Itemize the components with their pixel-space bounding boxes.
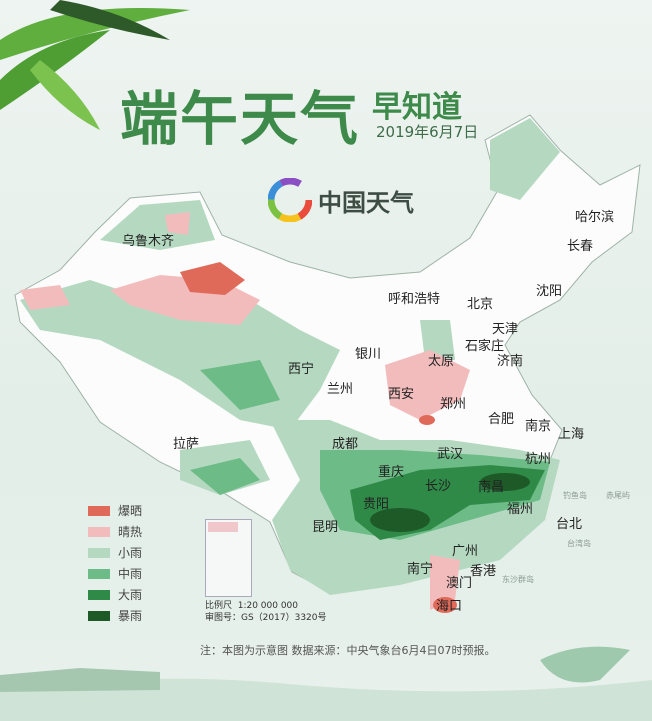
city-label: 哈尔滨 (575, 210, 615, 225)
island-label: 东沙群岛 (502, 575, 534, 584)
island-label: 钓鱼岛 (563, 491, 587, 500)
city-label: 广州 (452, 544, 479, 559)
city-label: 长春 (567, 239, 594, 254)
city-label: 南昌 (478, 480, 505, 495)
legend-swatch (88, 610, 110, 621)
city-label: 西宁 (288, 362, 315, 377)
city-label: 福州 (507, 502, 534, 517)
city-label: 贵阳 (363, 497, 390, 512)
page-title: 端午天气 (120, 85, 361, 153)
inset-land (208, 522, 238, 532)
city-label: 银川 (355, 347, 382, 362)
legend-label: 小雨 (118, 546, 143, 560)
city-label: 合肥 (488, 412, 515, 427)
legend-swatch (88, 589, 110, 600)
city-label: 重庆 (378, 465, 405, 480)
legend-label: 暴雨 (118, 609, 143, 623)
city-label: 拉萨 (173, 437, 200, 452)
scale-ratio: 比例尺 1:20 000 000 (205, 601, 299, 611)
legend-item-rainstorm: 暴雨 (88, 605, 166, 626)
city-label: 武汉 (437, 447, 464, 462)
south-china-sea-inset-map (205, 519, 252, 597)
city-label: 海口 (436, 599, 463, 614)
city-label: 天津 (492, 322, 519, 337)
city-label: 乌鲁木齐 (122, 234, 175, 249)
city-label: 台北 (556, 517, 583, 532)
island-label: 台湾岛 (567, 539, 591, 548)
legend-swatch (88, 526, 110, 537)
city-label: 澳门 (446, 576, 473, 591)
pinwheel-logo-icon (268, 178, 312, 222)
city-label: 香港 (470, 564, 497, 579)
legend-label: 中雨 (118, 567, 143, 581)
city-label: 郑州 (440, 397, 467, 412)
city-label: 兰州 (327, 382, 354, 397)
legend-item-heavy-rain: 大雨 (88, 584, 166, 605)
city-label: 昆明 (312, 520, 339, 535)
legend-label: 晴热 (118, 525, 143, 539)
island-label: 赤尾屿 (606, 491, 630, 500)
legend-item-moderate-rain: 中雨 (88, 563, 166, 584)
map-approval-number: 审图号：GS（2017）3320号 (205, 613, 327, 623)
legend: 爆晒 晴热 小雨 中雨 大雨 暴雨 (88, 500, 166, 626)
brand-logo: 中国天气 (268, 178, 414, 222)
map-scale-info: 比例尺 1:20 000 000 审图号：GS（2017）3320号 (205, 600, 327, 624)
legend-label: 爆晒 (118, 504, 143, 518)
city-label: 成都 (332, 437, 359, 452)
legend-item-sunny-hot: 晴热 (88, 521, 166, 542)
city-label: 南京 (525, 419, 552, 434)
city-label: 呼和浩特 (388, 292, 441, 307)
legend-swatch (88, 547, 110, 558)
footnote: 注：本图为示意图 数据来源：中央气象台6月4日07时预报。 (200, 644, 496, 657)
city-label: 长沙 (425, 479, 452, 494)
city-label: 南宁 (407, 562, 434, 577)
legend-item-light-rain: 小雨 (88, 542, 166, 563)
legend-swatch (88, 505, 110, 516)
rainstorm-areas (370, 473, 530, 532)
dragon-boat-decoration (0, 646, 652, 721)
city-label: 石家庄 (465, 339, 505, 354)
legend-swatch (88, 568, 110, 579)
date-label: 2019年6月7日 (376, 123, 479, 141)
city-label: 北京 (467, 297, 494, 312)
legend-item-scorching: 爆晒 (88, 500, 166, 521)
city-label: 济南 (497, 354, 524, 369)
page-subtitle: 早知道 (372, 90, 462, 125)
city-label: 杭州 (525, 452, 552, 467)
legend-label: 大雨 (118, 588, 143, 602)
bamboo-leaves-decoration (0, 0, 190, 130)
city-label: 沈阳 (536, 284, 563, 299)
city-label: 太原 (428, 354, 455, 369)
city-label: 上海 (558, 427, 585, 442)
brand-name: 中国天气 (318, 188, 414, 217)
scorching-areas (180, 262, 457, 613)
city-label: 西安 (388, 387, 415, 402)
